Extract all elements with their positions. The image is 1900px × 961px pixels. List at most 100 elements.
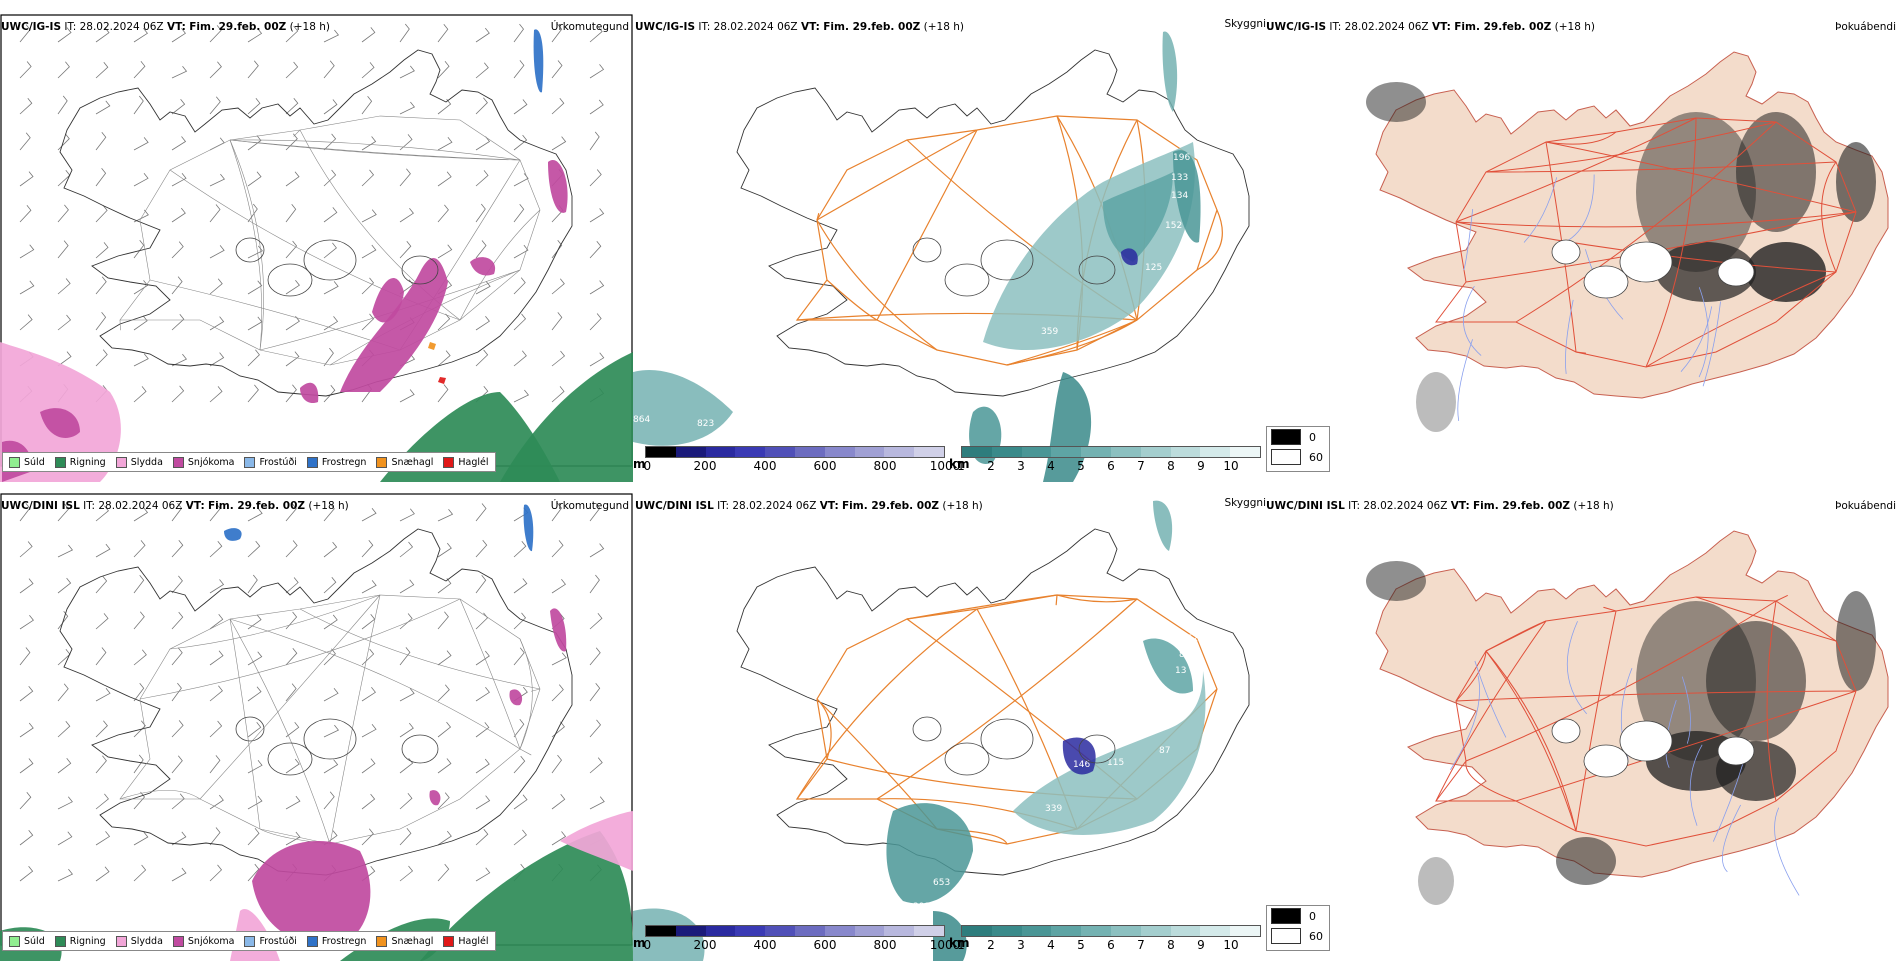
fog-area bbox=[1418, 857, 1454, 905]
header-top-precip: UWC/IG-IS IT: 28.02.2024 06Z VT: Fim. 29… bbox=[1, 21, 330, 33]
legend-label: 60 bbox=[1309, 930, 1323, 943]
legend-swatch bbox=[307, 936, 318, 947]
legend-swatch bbox=[116, 457, 127, 468]
panel-title-cloud-top: Þokuábendi bbox=[1835, 21, 1896, 33]
colorbar-tick: 7 bbox=[1137, 459, 1145, 473]
low-visibility-area bbox=[633, 370, 733, 446]
legend-swatch bbox=[244, 457, 255, 468]
colorbar-unit: km bbox=[949, 457, 969, 471]
legend-swatch bbox=[376, 457, 387, 468]
precip-legend-item: Haglél bbox=[443, 936, 488, 947]
visibility-field bbox=[633, 501, 1206, 961]
precip-legend-item: Frostúði bbox=[244, 936, 296, 947]
colorbar-tick: 600 bbox=[814, 459, 837, 473]
legend-label: Snjókoma bbox=[188, 936, 235, 947]
visibility-value: 339 bbox=[1045, 804, 1062, 814]
visibility-value: 84 bbox=[1179, 650, 1191, 660]
legend-swatch bbox=[173, 936, 184, 947]
legend-swatch bbox=[376, 936, 387, 947]
visibility-value: 134 bbox=[1171, 191, 1188, 201]
precip-legend-item: Frostregn bbox=[307, 936, 367, 947]
legend-swatch bbox=[1271, 928, 1301, 944]
visibility-value: 120 bbox=[1153, 716, 1170, 726]
legend-label: Frostúði bbox=[259, 936, 296, 947]
legend-label: Snæhagl bbox=[391, 457, 433, 468]
road bbox=[1056, 595, 1057, 605]
legend-label: Rigning bbox=[70, 457, 106, 468]
low-visibility-area bbox=[1153, 501, 1172, 551]
road bbox=[827, 280, 877, 320]
legend-label: 60 bbox=[1309, 451, 1323, 464]
precip-legend-item: Rigning bbox=[55, 936, 106, 947]
panel-title-precip-bottom: Úrkomutegund bbox=[551, 500, 629, 512]
legend-label: 0 bbox=[1309, 910, 1316, 923]
glacier-outline bbox=[913, 717, 941, 741]
legend-swatch bbox=[244, 936, 255, 947]
legend-swatch bbox=[116, 936, 127, 947]
legend-label: Frostúði bbox=[259, 457, 296, 468]
low-visibility-area bbox=[886, 803, 973, 903]
cloud-panel-bottom: UWC/DINI ISL IT: 28.02.2024 06Z VT: Fim.… bbox=[1266, 491, 1900, 961]
fog-area bbox=[1556, 837, 1616, 885]
legend-label: Súld bbox=[24, 457, 45, 468]
glacier-outline bbox=[1552, 240, 1580, 264]
header-bottom-visibility: UWC/DINI ISL IT: 28.02.2024 06Z VT: Fim.… bbox=[635, 500, 983, 512]
legend-swatch bbox=[443, 457, 454, 468]
cloud-panel-top: UWC/IG-IS IT: 28.02.2024 06Z VT: Fim. 29… bbox=[1266, 12, 1900, 482]
fog-area bbox=[1836, 591, 1876, 691]
colorbar-tick: 3 bbox=[1017, 459, 1025, 473]
precip-legend-item: Slydda bbox=[116, 457, 163, 468]
glacier-outline bbox=[1552, 719, 1580, 743]
visibility-value: 359 bbox=[1041, 327, 1058, 337]
legend-swatch bbox=[1271, 449, 1301, 465]
colorbar-unit: km bbox=[949, 936, 969, 950]
iceland-coastline bbox=[1376, 52, 1888, 398]
visibility-value: 826 bbox=[1005, 433, 1022, 443]
visibility-value: 653 bbox=[933, 878, 950, 888]
visibility-value: 196 bbox=[1173, 153, 1190, 163]
legend-swatch bbox=[1271, 908, 1301, 924]
visibility-value: 125 bbox=[1145, 263, 1162, 273]
precip-legend-item: Snæhagl bbox=[376, 936, 433, 947]
colorbar-tick: 10 bbox=[1223, 459, 1238, 473]
road bbox=[1197, 210, 1222, 270]
glacier-outline bbox=[945, 743, 989, 775]
glacier-outline bbox=[1620, 721, 1672, 761]
visibility-value: 13 bbox=[1175, 666, 1186, 676]
legend-swatch bbox=[173, 457, 184, 468]
colorbar-strip bbox=[961, 925, 1261, 937]
panel-title-visibility-top: Skyggni bbox=[1225, 18, 1267, 30]
precip-legend-item: Snæhagl bbox=[376, 457, 433, 468]
fog-area bbox=[1366, 82, 1426, 122]
colorbar-tick: 400 bbox=[754, 459, 777, 473]
colorbar-tick: 5 bbox=[1077, 459, 1085, 473]
header-bottom-cloud: UWC/DINI ISL IT: 28.02.2024 06Z VT: Fim.… bbox=[1266, 500, 1614, 512]
cloud-legend-item: 0 bbox=[1267, 427, 1329, 447]
panel-title-precip-top: Úrkomutegund bbox=[551, 21, 629, 33]
panel-title-visibility-bottom: Skyggni bbox=[1225, 497, 1267, 509]
visibility-value: 152 bbox=[1165, 221, 1182, 231]
precip-map-bottom bbox=[0, 491, 633, 961]
cloud-legend-item: 60 bbox=[1267, 447, 1329, 467]
cloud-legend-item: 60 bbox=[1267, 926, 1329, 946]
glacier-outline bbox=[945, 264, 989, 296]
legend-label: Snjókoma bbox=[188, 457, 235, 468]
precip-legend-item: Rigning bbox=[55, 457, 106, 468]
road bbox=[817, 220, 937, 350]
colorbar-unit: m bbox=[633, 936, 646, 950]
precip-legend-item: Frostregn bbox=[307, 457, 367, 468]
visibility-value: 391 bbox=[913, 902, 930, 912]
glacier-outline bbox=[1620, 242, 1672, 282]
precip-panel-top: UWC/IG-IS IT: 28.02.2024 06Z VT: Fim. 29… bbox=[0, 12, 633, 482]
legend-label: Súld bbox=[24, 936, 45, 947]
visibility-value: 87 bbox=[1159, 746, 1170, 756]
cloud-legend-item: 0 bbox=[1267, 906, 1329, 926]
colorbar-tick: 2 bbox=[987, 459, 995, 473]
precip-legend-top: Súld Rigning Slydda Snjókoma Frostúði Frostre… bbox=[2, 452, 496, 472]
colorbar-tick: 9 bbox=[1197, 459, 1205, 473]
legend-swatch bbox=[443, 936, 454, 947]
